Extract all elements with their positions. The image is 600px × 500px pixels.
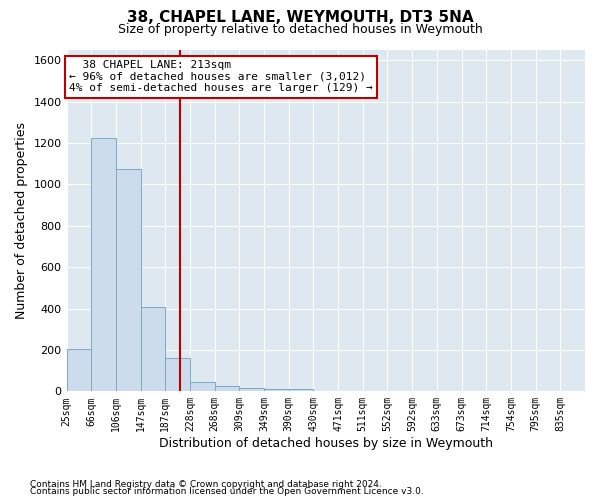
Text: Size of property relative to detached houses in Weymouth: Size of property relative to detached ho… xyxy=(118,22,482,36)
Y-axis label: Number of detached properties: Number of detached properties xyxy=(15,122,28,319)
Text: Contains public sector information licensed under the Open Government Licence v3: Contains public sector information licen… xyxy=(30,488,424,496)
X-axis label: Distribution of detached houses by size in Weymouth: Distribution of detached houses by size … xyxy=(159,437,493,450)
Bar xyxy=(116,169,140,392)
Bar xyxy=(91,138,116,392)
Bar xyxy=(67,349,91,392)
Text: 38 CHAPEL LANE: 213sqm
← 96% of detached houses are smaller (3,012)
4% of semi-d: 38 CHAPEL LANE: 213sqm ← 96% of detached… xyxy=(69,60,373,94)
Bar xyxy=(190,382,215,392)
Bar xyxy=(239,388,264,392)
Bar xyxy=(165,358,190,392)
Bar xyxy=(140,306,165,392)
Text: Contains HM Land Registry data © Crown copyright and database right 2024.: Contains HM Land Registry data © Crown c… xyxy=(30,480,382,489)
Bar xyxy=(289,390,313,392)
Bar xyxy=(215,386,239,392)
Text: 38, CHAPEL LANE, WEYMOUTH, DT3 5NA: 38, CHAPEL LANE, WEYMOUTH, DT3 5NA xyxy=(127,10,473,25)
Bar xyxy=(264,390,289,392)
